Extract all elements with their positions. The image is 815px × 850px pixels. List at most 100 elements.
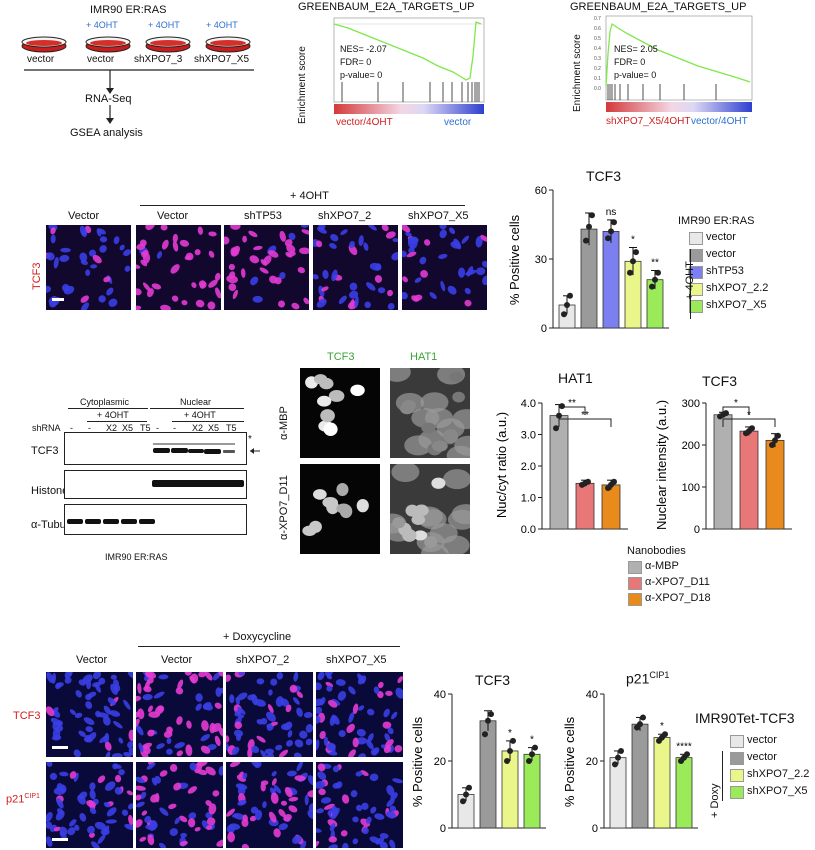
gsea2-left-label: shXPO7_X5/4OHT [606, 116, 691, 127]
data-point [630, 258, 636, 265]
blot-lane-label: X5 [122, 423, 134, 433]
y-tick-label: 3.0 [521, 430, 536, 442]
bar [575, 482, 595, 530]
data-point [589, 212, 595, 219]
legend-swatch [730, 769, 744, 782]
panelD-col-4: shXPO7_X5 [326, 654, 387, 666]
gsea2-yticks: 0.7 0.6 0.5 0.4 0.3 0.2 0.1 0.0 [594, 16, 601, 92]
chartHAT1-title: HAT1 [558, 370, 593, 386]
gsea1-pvalue: p-value= 0 [340, 70, 383, 80]
comparison-bracket [558, 418, 612, 427]
legend-label: α-XPO7_D18 [645, 592, 711, 604]
svg-text:0.4: 0.4 [594, 46, 601, 52]
data-point [608, 228, 614, 235]
data-point [510, 737, 516, 744]
bar [609, 757, 627, 829]
data-point [564, 302, 570, 308]
gsea1-nes: NES= -2.07 [340, 44, 387, 54]
scale-bar [52, 838, 68, 841]
blot-4oht-left-line [87, 421, 147, 422]
chartD1-title: TCF3 [475, 672, 510, 688]
data-point [633, 249, 639, 256]
significance-label: * [508, 728, 512, 739]
y-axis-label: Nuc/cyt ratio (a.u.) [494, 412, 509, 518]
svg-text:0.5: 0.5 [594, 36, 601, 42]
chartB-bracket-label: + 4OHT [684, 261, 696, 300]
culture-dish-icon [21, 36, 67, 53]
data-point [640, 714, 646, 721]
y-axis-label: % Positive cells [562, 716, 577, 807]
blot-lane-label: - [173, 423, 176, 433]
data-point [611, 219, 617, 226]
panelD-col-2: Vector [161, 654, 193, 666]
data-point [612, 761, 618, 768]
y-tick-label: 20 [434, 756, 446, 768]
data-point [769, 442, 775, 448]
y-tick-label: 60 [535, 185, 547, 197]
legend-swatch [689, 266, 703, 279]
micrograph-tile [313, 225, 398, 310]
gsea2-right-label: vector/4OHT [691, 116, 748, 127]
chartTCF3b-plot: 0 100 200 300 Nuclear intensity (a.u.) * * [654, 398, 792, 536]
dish-3-label: shXPO7_3 [134, 54, 183, 65]
legendD-bracket [722, 751, 723, 801]
data-point [662, 731, 668, 738]
legend-swatch [628, 561, 642, 574]
chartD2-title: p21CIP1 [626, 670, 670, 687]
data-point [618, 747, 624, 754]
y-axis-label: % Positive cells [507, 214, 522, 305]
legend-label: vector [706, 231, 736, 243]
imgC-col2-label: HAT1 [410, 351, 438, 363]
blot-row-tcf3: TCF3 [31, 445, 59, 457]
gsea-step: GSEA analysis [70, 127, 143, 139]
panelB-row-label: TCF3 [31, 262, 43, 291]
data-point [553, 425, 559, 432]
legendD-bracket-label: + Doxy [709, 783, 721, 818]
micrograph-tile [136, 762, 223, 848]
y-axis-label: Nuclear intensity (a.u.) [654, 400, 669, 530]
micrograph-tile [136, 672, 223, 757]
data-point [504, 758, 510, 764]
gsea2-pvalue: p-value= 0 [614, 70, 657, 80]
data-point [561, 311, 567, 318]
gsea2-ylabel: Enrichment score [572, 34, 583, 112]
blot-4oht-right: + 4OHT [184, 410, 216, 420]
panelD-header: + Doxycycline [223, 631, 292, 643]
data-point [652, 276, 658, 283]
legend-label: α-XPO7_D11 [645, 576, 710, 588]
legend-swatch [730, 735, 744, 748]
scale-bar [52, 298, 64, 301]
legend-label: shXPO7_2.2 [706, 282, 769, 294]
imgC-row2-label: α-XPO7_D11 [278, 475, 290, 540]
legend-swatch [730, 786, 744, 799]
data-point [488, 711, 494, 718]
micrograph-tile [136, 225, 221, 310]
data-point [749, 425, 755, 432]
chartB-legend-bracket [690, 249, 691, 319]
panelB-col-1: Vector [68, 210, 100, 222]
y-tick-label: 40 [586, 689, 598, 701]
data-point [655, 269, 661, 276]
gsea2-nes: NES= 2.05 [614, 44, 658, 54]
y-tick-label: 20 [586, 756, 598, 768]
bar [523, 753, 541, 829]
legend-swatch [689, 300, 703, 313]
scale-bar [52, 746, 68, 749]
chartTCF3b-title: TCF3 [702, 373, 737, 389]
y-tick-label: 0.0 [521, 524, 536, 536]
blot-nuc-label: Nuclear [180, 397, 212, 407]
data-point [637, 721, 643, 728]
data-point [649, 283, 655, 290]
bar [653, 737, 671, 829]
comparison-bracket [558, 406, 586, 415]
legend-swatch [730, 752, 744, 765]
legend-swatch [689, 249, 703, 262]
svg-text:0.1: 0.1 [594, 76, 601, 82]
blot-lane-label: X2 [192, 423, 204, 433]
micrograph-tile [224, 225, 309, 310]
data-point [583, 237, 589, 244]
data-point [526, 758, 532, 764]
confocal-tile [390, 368, 470, 458]
panelD-row2-label: p21CIP1 [6, 793, 40, 806]
data-point [775, 432, 781, 439]
